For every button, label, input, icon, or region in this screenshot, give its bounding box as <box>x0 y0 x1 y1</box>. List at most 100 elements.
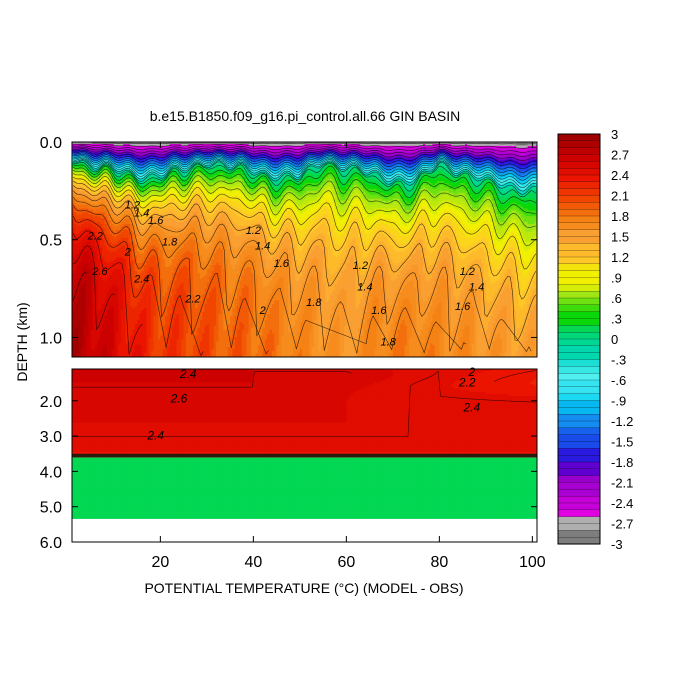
field-cell <box>85 145 89 149</box>
field-cell <box>306 153 310 157</box>
field-cell <box>251 145 254 149</box>
field-cell <box>95 151 99 155</box>
field-cell <box>92 155 96 159</box>
field-cell <box>81 142 85 145</box>
field-cell <box>74 165 78 169</box>
field-cell <box>220 161 224 165</box>
field-cell <box>404 142 408 145</box>
field-cell <box>413 149 417 153</box>
field-cell <box>262 157 266 161</box>
field-cell <box>344 149 347 153</box>
field-cell <box>457 163 461 167</box>
field-cell <box>304 153 308 157</box>
field-cell <box>499 157 503 161</box>
field-cell <box>397 151 401 155</box>
field-cell <box>409 143 413 147</box>
field-cell <box>269 145 273 149</box>
field-cell <box>281 163 285 167</box>
field-cell <box>130 161 134 165</box>
field-cell <box>532 147 536 151</box>
field-cell <box>78 143 82 147</box>
field-cell <box>209 153 213 157</box>
field-cell <box>144 161 147 165</box>
field-cell <box>139 165 143 169</box>
field-cell <box>144 165 147 169</box>
field-cell <box>367 147 371 151</box>
field-cell <box>467 155 471 159</box>
field-cell <box>495 143 499 147</box>
field-cell <box>227 149 231 153</box>
field-cell <box>376 159 380 163</box>
field-cell <box>485 161 489 165</box>
field-cell <box>404 143 408 147</box>
field-cell <box>127 145 131 149</box>
field-cell <box>520 161 524 165</box>
field-cell <box>446 163 450 167</box>
field-cell <box>148 165 152 169</box>
field-cell <box>118 167 122 170</box>
field-cell <box>378 145 382 149</box>
field-cell <box>462 153 466 157</box>
field-cell <box>492 159 496 163</box>
field-cell <box>490 157 494 161</box>
field-cell <box>202 165 206 169</box>
field-cell <box>353 163 357 167</box>
field-cell <box>297 151 301 155</box>
field-cell <box>527 151 531 155</box>
field-cell <box>285 145 289 149</box>
field-cell <box>516 159 519 163</box>
field-cell <box>367 161 371 165</box>
field-cell <box>439 145 443 149</box>
field-cell <box>402 165 406 169</box>
field-cell <box>148 143 152 147</box>
field-cell <box>409 161 413 165</box>
field-cell <box>132 145 136 149</box>
field-cell <box>506 163 510 167</box>
field-cell <box>383 142 387 145</box>
field-cell <box>230 159 234 163</box>
field-cell <box>520 157 524 161</box>
field-cell <box>364 153 368 157</box>
field-cell <box>153 161 157 165</box>
field-cell <box>132 161 136 165</box>
field-cell <box>211 163 215 167</box>
field-cell <box>304 159 308 163</box>
field-cell <box>471 157 475 161</box>
field-cell <box>488 145 492 149</box>
field-cell <box>497 157 501 161</box>
field-cell <box>158 149 161 153</box>
field-cell <box>381 149 385 153</box>
field-cell <box>395 151 399 155</box>
field-cell <box>258 147 261 151</box>
field-cell <box>476 149 480 153</box>
field-cell <box>523 159 526 163</box>
field-cell <box>190 149 194 153</box>
field-cell <box>327 151 331 155</box>
field-cell <box>74 147 78 151</box>
field-cell <box>525 153 529 157</box>
field-cell <box>120 161 124 165</box>
field-cell <box>260 145 264 149</box>
field-cell <box>120 145 124 149</box>
field-cell <box>464 159 468 163</box>
field-cell <box>523 165 526 169</box>
field-cell <box>483 157 487 161</box>
field-cell <box>188 159 192 163</box>
field-cell <box>392 149 396 153</box>
field-cell <box>283 155 287 159</box>
field-cell <box>267 145 271 149</box>
field-cell <box>169 155 173 159</box>
field-cell <box>178 147 182 151</box>
field-cell <box>123 147 127 151</box>
field-cell <box>402 142 406 145</box>
field-cell <box>123 163 127 167</box>
field-cell <box>467 143 471 147</box>
field-cell <box>469 153 473 157</box>
field-cell <box>344 153 347 157</box>
field-cell <box>125 167 129 170</box>
field-cell <box>134 165 138 169</box>
field-cell <box>264 147 268 151</box>
field-cell <box>118 145 122 149</box>
field-cell <box>237 145 240 149</box>
field-cell <box>409 165 413 169</box>
